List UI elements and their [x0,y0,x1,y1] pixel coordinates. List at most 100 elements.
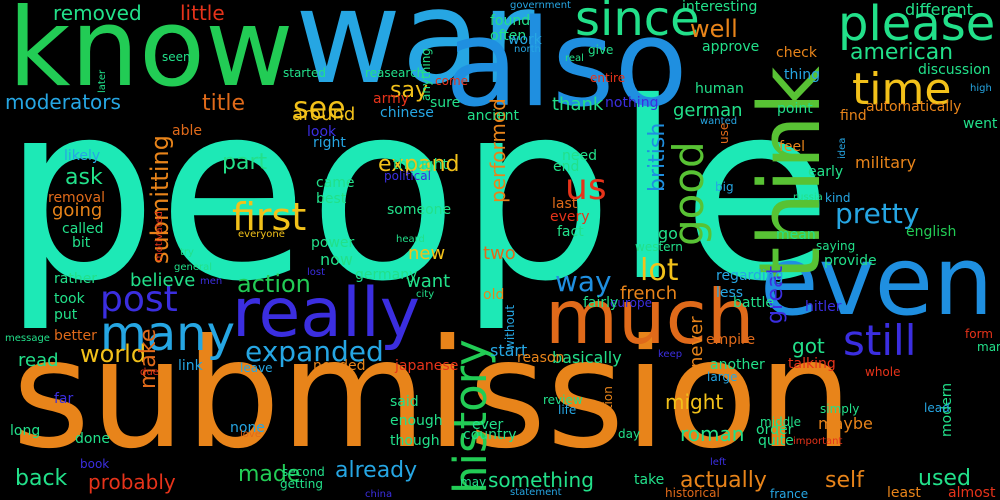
word-army: army [373,91,410,107]
word-people: people [2,50,833,335]
word-many: many [100,306,235,362]
word-approve: approve [702,39,760,55]
word-lead: lead [924,401,950,415]
word-fairly: fairly [583,295,619,311]
word-moderators: moderators [5,90,121,114]
word-said: said [390,394,419,410]
word-germany: germany [355,267,418,283]
word-new: new [408,243,446,264]
word-needed: needed [313,358,366,374]
word-want: want [406,271,451,292]
word-day: day [618,427,641,441]
word-say: say [390,78,428,103]
word-going: going [52,200,103,221]
word-hitler: hitler [805,299,842,315]
word-keep: keep [658,349,683,360]
word-post: post [100,279,178,320]
word-lot: lot [640,253,679,288]
word-love: love [240,429,261,440]
word-basically: basically [552,348,622,367]
word-take: take [634,472,665,488]
word-end: end [553,159,580,175]
word-whole: whole [865,365,901,379]
word-really: really [232,274,420,353]
word-city: city [416,289,435,300]
word-put: put [54,307,78,323]
word-western: western [635,240,683,254]
word-almost: almost [948,485,996,500]
word-british: british [645,123,670,193]
word-every: every [550,209,590,225]
word-expand: expand [378,152,460,177]
word-idea: idea [837,137,848,159]
word-never: never [686,316,707,368]
word-entire: entire [590,71,626,85]
word-better: better [54,328,97,344]
word-world: world [80,340,147,368]
word-maybe: maybe [818,414,873,433]
word-read: read [18,350,59,371]
word-able: able [172,123,202,139]
word-well: well [690,15,738,43]
word-ancient: ancient [467,108,520,124]
word-expanded: expanded [245,335,384,368]
word-removed: removed [53,1,142,25]
word-long: long [10,423,41,439]
word-roman: roman [680,422,745,446]
word-see: see [293,91,346,126]
word-though: though [390,433,440,449]
word-north: north [514,44,541,55]
word-something: something [488,468,594,492]
word-time: time [852,64,952,115]
word-power: power [311,235,355,251]
word-way: way [555,265,612,298]
word-political: political [384,169,431,183]
word-big: big [715,180,734,194]
word-man: man [977,340,1000,354]
word-often: often [490,28,527,44]
word-quite: quite [758,433,794,449]
word-seen: seen [162,50,191,64]
word-high: high [970,83,992,94]
word-likely: likely [64,148,101,164]
word-someone: someone [387,202,452,218]
word-china: china [365,489,393,500]
word-europe: europe [610,296,652,310]
word-around: around [292,104,356,125]
word-please: please [838,0,996,52]
word-due: due [140,367,159,378]
word-early: early [808,164,844,180]
word-statement: statement [510,487,562,498]
word-now: now [320,250,354,269]
word-first: first [232,195,307,239]
word-war: war [295,0,535,113]
word-later: later [97,69,108,93]
word-lost: lost [307,267,326,278]
word-interesting: interesting [682,0,758,15]
word-order: order [756,422,794,438]
word-wanted: wanted [700,116,738,127]
word-back: back [15,466,68,491]
word-also: also [445,0,688,134]
word-called: called [62,221,104,237]
word-thing: thing [784,67,821,83]
word-japanese: japanese [395,358,459,374]
word-go: go [658,224,678,243]
word-chinese: chinese [380,105,434,121]
word-message: message [5,333,50,344]
word-ever: ever [472,417,504,433]
word-two: two [483,243,516,264]
word-pretty: pretty [835,197,920,230]
word-submission: submission [12,308,854,482]
word-thank: thank [552,94,604,115]
word-check: check [776,45,817,61]
word-sure: sure [430,95,461,111]
word-important: important [793,436,843,447]
word-title: title [202,91,246,116]
word-leave: leave [240,361,273,375]
word-regarding: regarding [716,268,784,284]
word-military: military [855,153,917,172]
word-human: human [695,81,744,97]
word-review: review [543,393,583,407]
word-getting: getting [280,477,323,491]
